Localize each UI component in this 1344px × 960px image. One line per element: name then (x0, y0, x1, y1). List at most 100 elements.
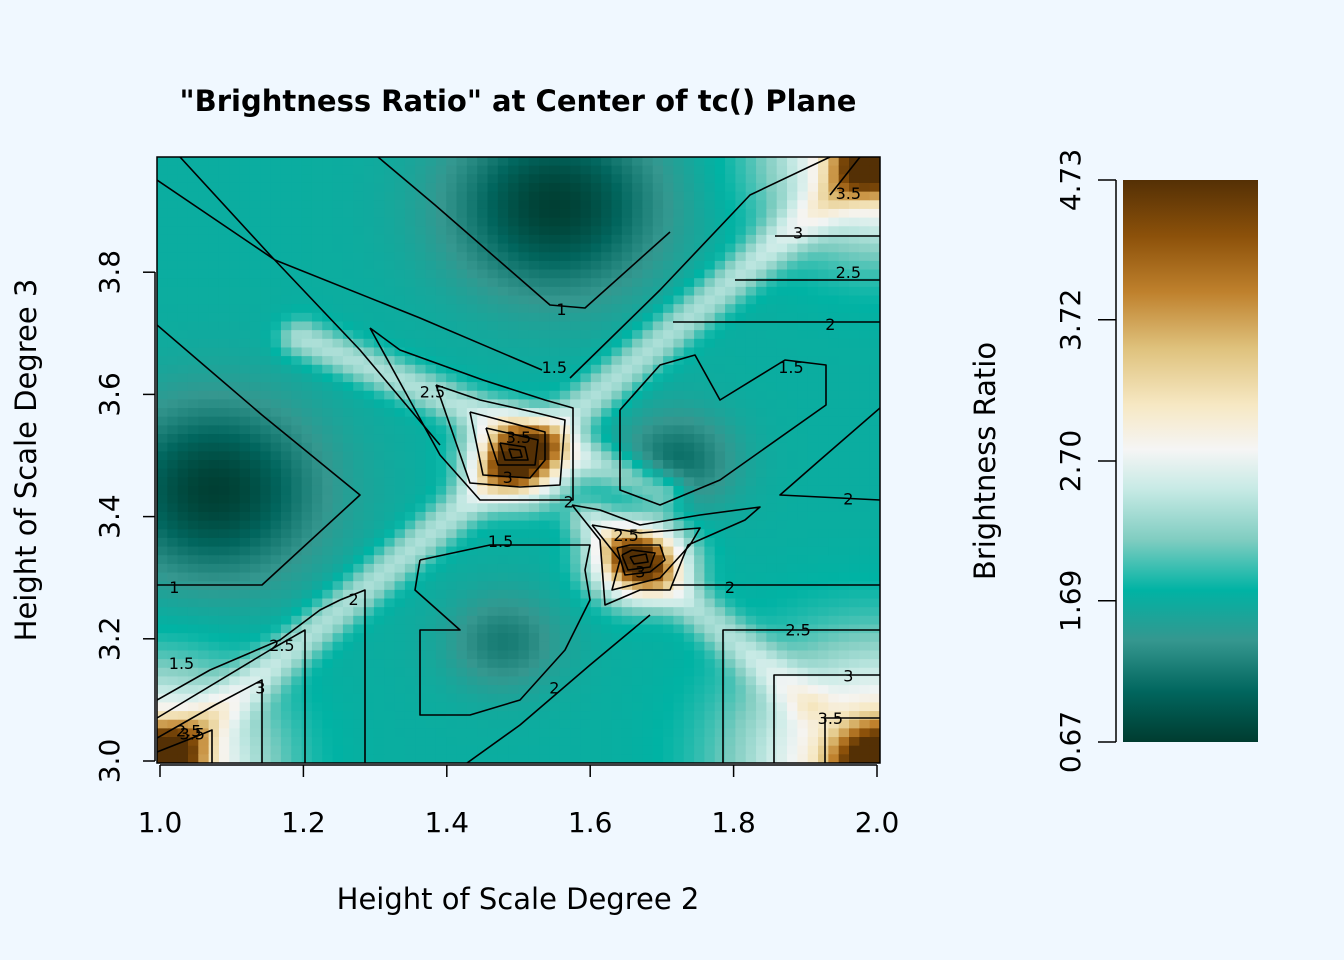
heat-cell (518, 295, 530, 305)
heat-cell (229, 460, 241, 470)
heat-cell (291, 312, 303, 323)
heat-cell (838, 382, 850, 392)
heat-cell (642, 347, 654, 357)
heat-cell (756, 494, 767, 504)
heat-cell (828, 390, 840, 400)
heat-cell (745, 312, 757, 323)
heat-cell (466, 278, 478, 288)
heat-cell (291, 347, 303, 357)
heat-cell (373, 633, 385, 643)
heat-cell (425, 182, 437, 193)
heat-cell (167, 243, 179, 253)
heat-cell (559, 200, 571, 210)
heat-cell (838, 624, 850, 634)
heat-cell (652, 546, 664, 556)
heat-cell (456, 157, 468, 167)
heat-cell (249, 607, 261, 617)
heat-cell (187, 745, 199, 755)
heat-cell (611, 312, 623, 323)
heat-cell (270, 633, 282, 643)
heat-cell (157, 312, 168, 323)
heat-cell (280, 589, 292, 600)
heat-cell (280, 503, 292, 513)
heat-cell (580, 330, 592, 340)
heat-cell (198, 494, 210, 504)
heat-cell (869, 330, 880, 340)
heat-cell (776, 676, 788, 686)
heat-cell (456, 451, 468, 461)
heat-cell (714, 737, 726, 747)
heat-cell (683, 572, 695, 582)
heat-cell (404, 511, 416, 522)
heat-cell (404, 269, 416, 279)
heat-cell (745, 667, 757, 678)
heat-cell (673, 390, 685, 400)
heat-cell (745, 702, 757, 712)
heat-cell (353, 598, 365, 608)
heat-cell (683, 546, 695, 556)
heat-cell (518, 529, 530, 539)
heat-cell (642, 485, 654, 496)
heat-cell (477, 685, 489, 695)
heat-cell (446, 157, 458, 167)
heat-cell (301, 728, 313, 738)
heat-cell (280, 269, 292, 279)
heat-cell (818, 745, 829, 755)
heat-cell (167, 589, 179, 600)
heat-cell (249, 373, 261, 383)
heat-cell (869, 503, 880, 513)
heat-cell (694, 685, 706, 695)
heat-cell (849, 737, 860, 747)
heat-cell (487, 226, 499, 236)
heat-cell (394, 200, 406, 210)
heat-cell (611, 260, 623, 271)
heat-cell (487, 589, 499, 600)
heat-cell (528, 416, 540, 426)
heat-cell (869, 356, 880, 366)
heat-cell (456, 719, 468, 729)
heat-cell (260, 693, 272, 703)
heat-cell (446, 442, 458, 452)
heat-cell (497, 434, 509, 444)
heat-cell (301, 356, 313, 366)
heat-cell (704, 641, 716, 652)
heat-cell (291, 286, 303, 297)
heat-cell (239, 330, 251, 340)
heat-cell (797, 503, 809, 513)
heat-cell (425, 165, 437, 175)
heat-cell (859, 451, 871, 461)
heat-cell (694, 364, 706, 375)
heat-cell (694, 676, 706, 686)
heat-cell (601, 477, 613, 487)
x-tick-label: 1.4 (425, 806, 470, 839)
heat-cell (539, 408, 551, 418)
heat-cell (404, 641, 416, 652)
heat-cell (260, 529, 272, 539)
heat-cell (342, 607, 354, 617)
heat-cell (714, 399, 726, 409)
heat-cell (601, 624, 613, 634)
heat-cell (673, 243, 685, 253)
heat-cell (694, 286, 706, 297)
heat-cell (632, 702, 644, 712)
heat-cell (818, 485, 829, 496)
heat-cell (218, 304, 230, 314)
heat-cell (590, 226, 602, 236)
heat-cell (177, 693, 189, 703)
heat-cell (187, 676, 199, 686)
heat-cell (508, 529, 520, 539)
heat-cell (642, 711, 654, 721)
heat-cell (311, 572, 323, 582)
heat-cell (580, 607, 592, 617)
heat-cell (797, 425, 809, 435)
heat-cell (797, 702, 809, 712)
heat-cell (249, 364, 261, 375)
heat-cell (642, 572, 654, 582)
heat-cell (642, 330, 654, 340)
x-axis: 1.0 1.2 1.4 1.6 1.8 2.0 (138, 764, 899, 839)
heat-cell (394, 390, 406, 400)
heat-cell (725, 546, 736, 556)
heat-cell (704, 165, 716, 175)
heat-cell (787, 607, 798, 617)
heat-cell (652, 312, 664, 323)
